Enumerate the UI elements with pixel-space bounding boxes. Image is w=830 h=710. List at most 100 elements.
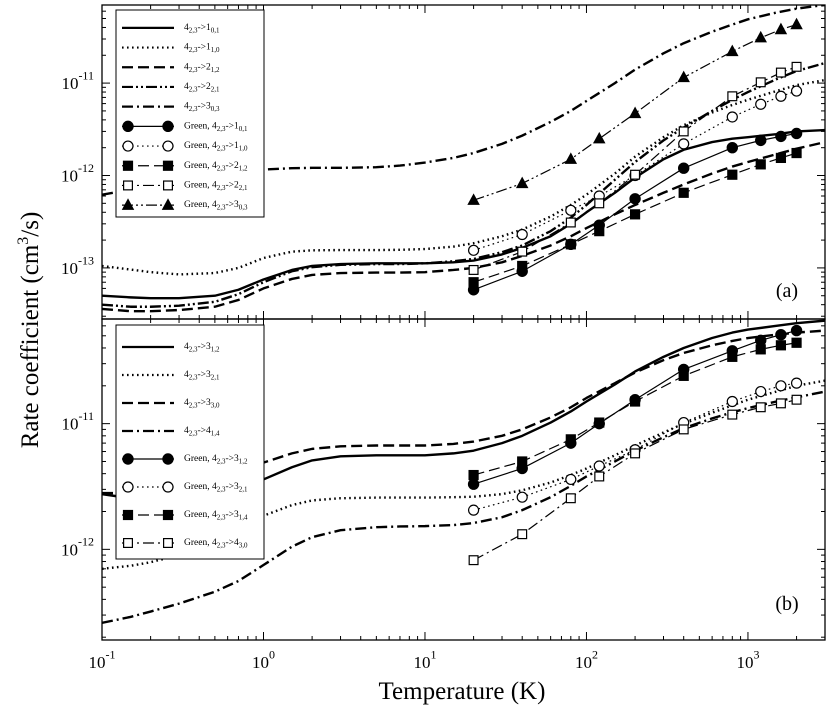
legend-label: Green, 42,3->22,1 xyxy=(184,180,248,192)
data-point xyxy=(727,91,738,102)
legend-transition: ->3 xyxy=(225,510,239,520)
legend-subscript: 2,3 xyxy=(217,125,226,133)
legend-label: Green, 42,3->31,2 xyxy=(184,454,248,466)
data-point xyxy=(517,456,528,467)
y-axis-label-tail: /s) xyxy=(17,212,44,237)
legend-marker xyxy=(122,160,134,171)
legend-transition: ->1 xyxy=(198,43,212,53)
legend-transition: ->3 xyxy=(198,342,212,352)
data-point xyxy=(755,134,767,147)
series-line xyxy=(473,382,797,511)
data-point xyxy=(678,138,690,150)
data-point xyxy=(727,351,738,362)
legend-transition: ->3 xyxy=(198,102,212,112)
data-point xyxy=(468,264,479,275)
legend-label: Green, 42,3->31,4 xyxy=(184,510,248,522)
data-point xyxy=(755,98,767,110)
legend-transition: ->3 xyxy=(225,482,239,492)
legend-subscript: 2,3 xyxy=(217,514,226,522)
data-point xyxy=(565,493,576,504)
data-point xyxy=(468,469,479,481)
tick-exponent: 2 xyxy=(592,647,598,661)
y-axis-label: Rate coefficient (cm3/s) xyxy=(15,212,44,449)
legend-transition: ->3 xyxy=(198,398,212,408)
data-point xyxy=(755,385,767,398)
data-point xyxy=(628,106,642,119)
legend-marker xyxy=(122,453,134,465)
series-line xyxy=(473,342,797,476)
data-point xyxy=(790,127,803,140)
series-line xyxy=(102,61,825,308)
data-point xyxy=(629,209,641,220)
legend-label: 42,3->30,3 xyxy=(184,102,220,114)
y-tick-label: 10-13 xyxy=(61,253,94,278)
data-point xyxy=(565,217,576,228)
legend-box xyxy=(115,9,265,218)
data-point xyxy=(564,152,578,164)
data-point xyxy=(790,324,803,337)
data-point xyxy=(775,67,786,78)
data-point xyxy=(774,22,788,35)
data-point xyxy=(467,193,480,205)
legend-marker xyxy=(122,180,133,191)
data-point xyxy=(755,77,766,88)
legend-marker xyxy=(162,481,174,493)
panel-a: 10-1310-1210-11(a)42,3->10,142,3->11,042… xyxy=(61,4,826,320)
legend-marker xyxy=(163,180,174,191)
legend-subscript: 2,3 xyxy=(189,46,198,54)
data-point xyxy=(467,504,480,516)
legend-transition: ->2 xyxy=(225,161,239,171)
legend-marker xyxy=(163,537,174,548)
data-point xyxy=(755,344,766,355)
legend-label: Green, 42,3->10,1 xyxy=(184,121,248,133)
data-point xyxy=(517,260,528,272)
data-point xyxy=(726,141,739,154)
tick-exponent: -13 xyxy=(78,253,94,267)
legend-subscript: 2,3 xyxy=(189,66,198,74)
data-point xyxy=(775,398,786,409)
legend-subscript: 3,0 xyxy=(211,402,220,410)
data-point xyxy=(630,169,641,180)
series-line xyxy=(473,399,797,561)
series-line xyxy=(473,23,797,201)
data-point xyxy=(678,370,689,381)
legend-marker xyxy=(162,160,174,171)
data-point xyxy=(629,396,641,407)
data-point xyxy=(594,226,605,237)
data-point xyxy=(468,277,479,288)
legend-transition: ->3 xyxy=(225,200,239,210)
tick-exponent: -12 xyxy=(78,161,94,175)
data-point xyxy=(790,377,803,389)
data-point xyxy=(565,473,577,486)
plot-frame xyxy=(101,318,826,641)
legend-label: 42,3->21,2 xyxy=(184,62,220,74)
legend-subscript: 2,3 xyxy=(189,430,198,438)
data-point xyxy=(678,424,689,435)
data-point xyxy=(630,448,641,459)
legend-subscript: 2,3 xyxy=(189,26,198,34)
legend-subscript: 2,3 xyxy=(217,145,226,153)
data-point xyxy=(775,130,787,143)
legend-marker xyxy=(122,120,134,133)
legend-label: 42,3->31,2 xyxy=(184,342,220,354)
data-point xyxy=(726,44,739,57)
legend-label: 42,3->10,1 xyxy=(184,23,220,34)
legend-label: Green, 42,3->21,2 xyxy=(184,161,248,173)
data-point xyxy=(791,61,802,72)
legend-subscript: 1,4 xyxy=(211,430,220,438)
tick-exponent: 1 xyxy=(430,647,436,661)
data-point xyxy=(791,394,802,405)
series-line xyxy=(473,329,797,485)
legend-subscript: 0,3 xyxy=(239,204,248,212)
legend-marker xyxy=(122,481,134,493)
legend-transition: ->4 xyxy=(198,426,212,436)
x-axis-label: Temperature (K) xyxy=(379,678,546,705)
data-point xyxy=(755,334,767,347)
plot-layer: 10-1310-1210-11(a)42,3->10,142,3->11,042… xyxy=(61,4,826,672)
legend-subscript: 2,3 xyxy=(189,374,198,382)
data-point xyxy=(727,169,738,180)
data-point xyxy=(517,246,528,257)
legend-subscript: 2,3 xyxy=(189,105,198,113)
legend-subscript: 1,2 xyxy=(239,164,248,172)
data-point xyxy=(775,152,787,164)
